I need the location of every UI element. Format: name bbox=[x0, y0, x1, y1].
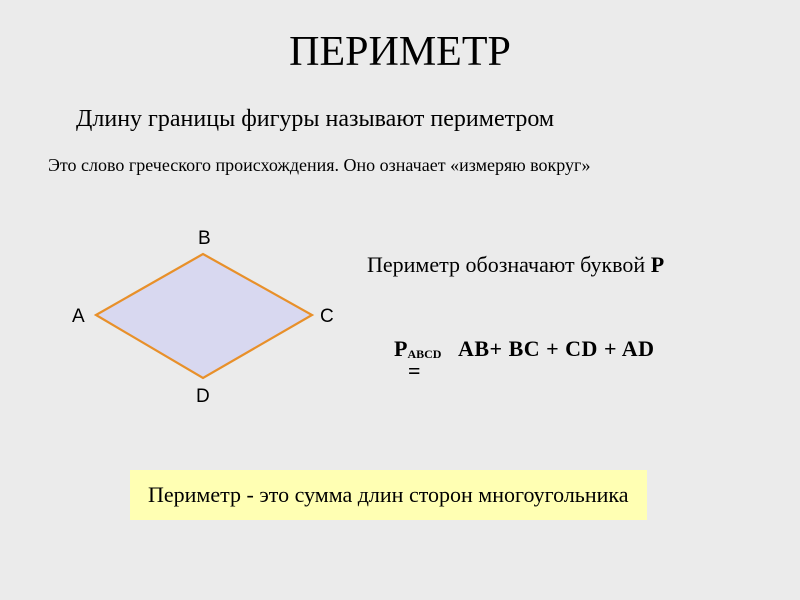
rhombus-svg bbox=[60, 230, 340, 410]
subtitle-text: Длину границы фигуры называют периметром bbox=[0, 76, 800, 133]
etymology-text: Это слово греческого происхождения. Оно … bbox=[0, 133, 800, 176]
definition-callout: Периметр - это сумма длин сторон многоуг… bbox=[130, 470, 647, 520]
perimeter-formula: PABCD AB+ BC + CD + AD bbox=[394, 338, 655, 360]
formula-equals: = bbox=[408, 358, 421, 384]
vertex-label-c: С bbox=[320, 306, 334, 328]
vertex-label-a: А bbox=[72, 306, 85, 328]
notation-letter: P bbox=[651, 252, 664, 277]
notation-prefix: Периметр обозначают буквой bbox=[367, 252, 651, 277]
formula-terms: AB+ BC + CD + AD bbox=[458, 336, 655, 361]
rhombus-shape bbox=[96, 254, 312, 378]
formula-p: P bbox=[394, 336, 407, 361]
vertex-label-d: D bbox=[196, 386, 210, 408]
notation-sentence: Периметр обозначают буквой P bbox=[367, 252, 664, 278]
page-title: ПЕРИМЕТР bbox=[0, 0, 800, 76]
vertex-label-b: В bbox=[198, 228, 211, 250]
rhombus-diagram: В А С D bbox=[60, 230, 340, 410]
